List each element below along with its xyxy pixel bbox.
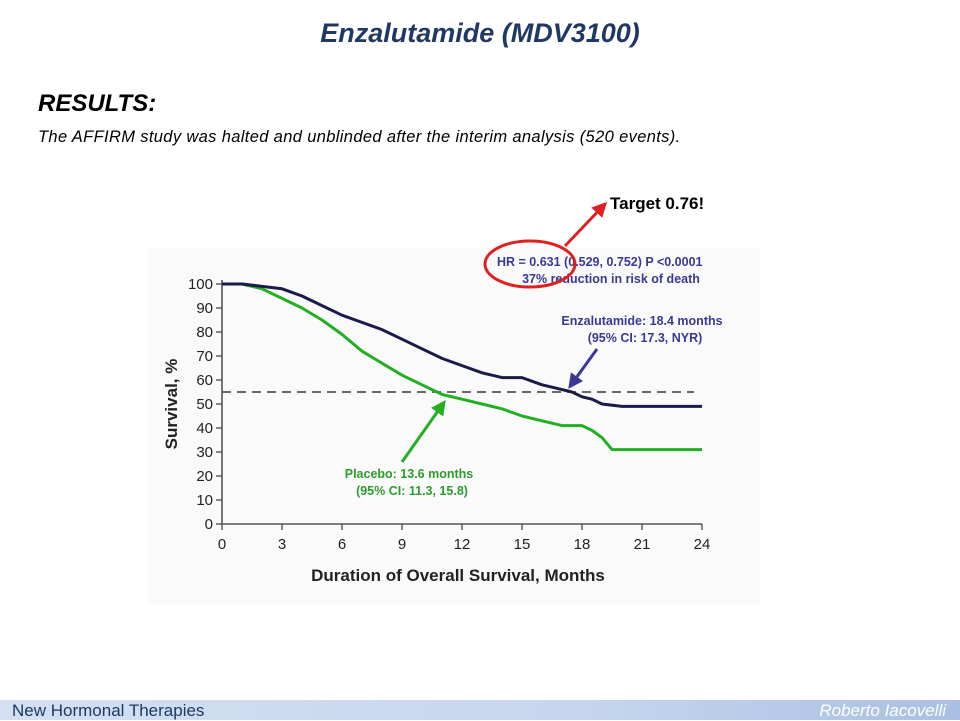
x-tick-label: 12 [454,536,471,553]
x-tick-label: 15 [514,536,531,553]
survival-chart: 0 10 20 30 40 50 60 70 80 90 100 0 3 6 9 12 15 18 21 24 Dura… [0,0,960,720]
x-tick-label: 21 [634,536,651,553]
y-tick-label: 20 [196,468,213,485]
x-tick-label: 24 [694,536,711,553]
footer-author: Roberto Iacovelli [819,701,946,721]
target-arrow [565,204,605,246]
placebo-ci-text: (95% CI: 11.3, 15.8) [356,484,468,498]
placebo-median-text: Placebo: 13.6 months [345,467,474,481]
y-tick-label: 60 [196,372,213,389]
y-tick-label: 0 [205,516,213,533]
y-tick-label: 70 [196,348,213,365]
footer-topic: New Hormonal Therapies [12,701,204,721]
y-tick-label: 50 [196,396,213,413]
x-tick-label: 3 [278,536,286,553]
x-tick-label: 6 [338,536,346,553]
enzalutamide-ci-text: (95% CI: 17.3, NYR) [588,331,703,345]
hr-text: HR = 0.631 (0.529, 0.752) P <0.0001 [497,255,703,269]
x-axis-title: Duration of Overall Survival, Months [311,566,605,585]
x-tick-label: 9 [398,536,406,553]
footer-bar: New Hormonal Therapies Roberto Iacovelli [0,700,960,720]
y-tick-label: 80 [196,324,213,341]
y-axis-title: Survival, % [162,359,181,450]
y-tick-label: 100 [188,276,213,293]
y-tick-label: 90 [196,300,213,317]
y-tick-label: 30 [196,444,213,461]
y-tick-label: 10 [196,492,213,509]
enzalutamide-median-text: Enzalutamide: 18.4 months [561,314,722,328]
x-tick-label: 0 [218,536,226,553]
y-tick-label: 40 [196,420,213,437]
x-tick-label: 18 [574,536,591,553]
